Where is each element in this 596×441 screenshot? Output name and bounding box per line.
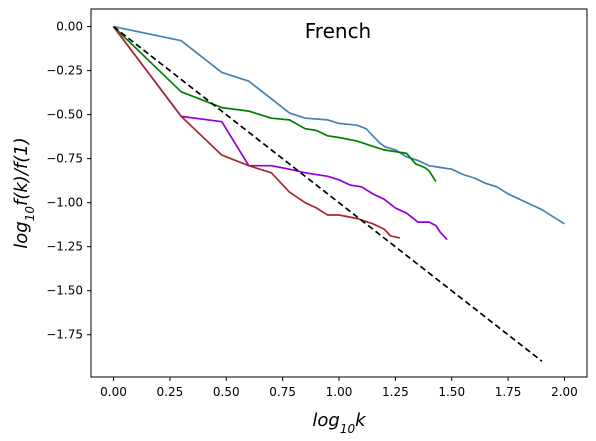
x-tick-label: 0.25 [157, 385, 184, 399]
y-tick-label: −1.50 [46, 284, 83, 298]
series-line-1 [113, 25, 565, 225]
x-tick-label: 1.00 [326, 385, 353, 399]
y-axis-ticks: 0.00 −0.25 −0.50 −0.75 −1.00 −1.25 −1.50 −1.75 [46, 20, 91, 342]
series-line-3 [112, 26, 448, 241]
y-tick-label: −1.00 [46, 196, 83, 210]
x-axis-ticks: 0.00 0.25 0.50 0.75 1.00 1.25 1.50 1.75 2.00 [100, 377, 578, 399]
series-line-2 [112, 25, 437, 183]
x-tick-label: 0.00 [100, 385, 127, 399]
series-line-4 [112, 26, 401, 239]
series-layer [112, 25, 565, 362]
x-tick-label: 1.25 [382, 385, 409, 399]
x-axis-label: log10k [312, 410, 367, 436]
x-tick-label: 2.00 [551, 385, 578, 399]
y-tick-label: −1.25 [46, 240, 83, 254]
y-tick-label: −0.75 [46, 152, 83, 166]
plot-area-frame [90, 8, 588, 378]
y-tick-label: −0.50 [46, 108, 83, 122]
y-tick-label: −1.75 [46, 328, 83, 342]
x-tick-label: 0.50 [213, 385, 240, 399]
y-tick-label: −0.25 [46, 64, 83, 78]
y-axis-label: log10f(k)/f(1) [11, 137, 37, 248]
x-tick-label: 1.50 [438, 385, 465, 399]
x-tick-label: 1.75 [495, 385, 522, 399]
y-tick-label: 0.00 [56, 20, 83, 34]
x-tick-label: 0.75 [269, 385, 296, 399]
chart-title: French [305, 19, 371, 43]
series-line-5 [112, 25, 543, 362]
